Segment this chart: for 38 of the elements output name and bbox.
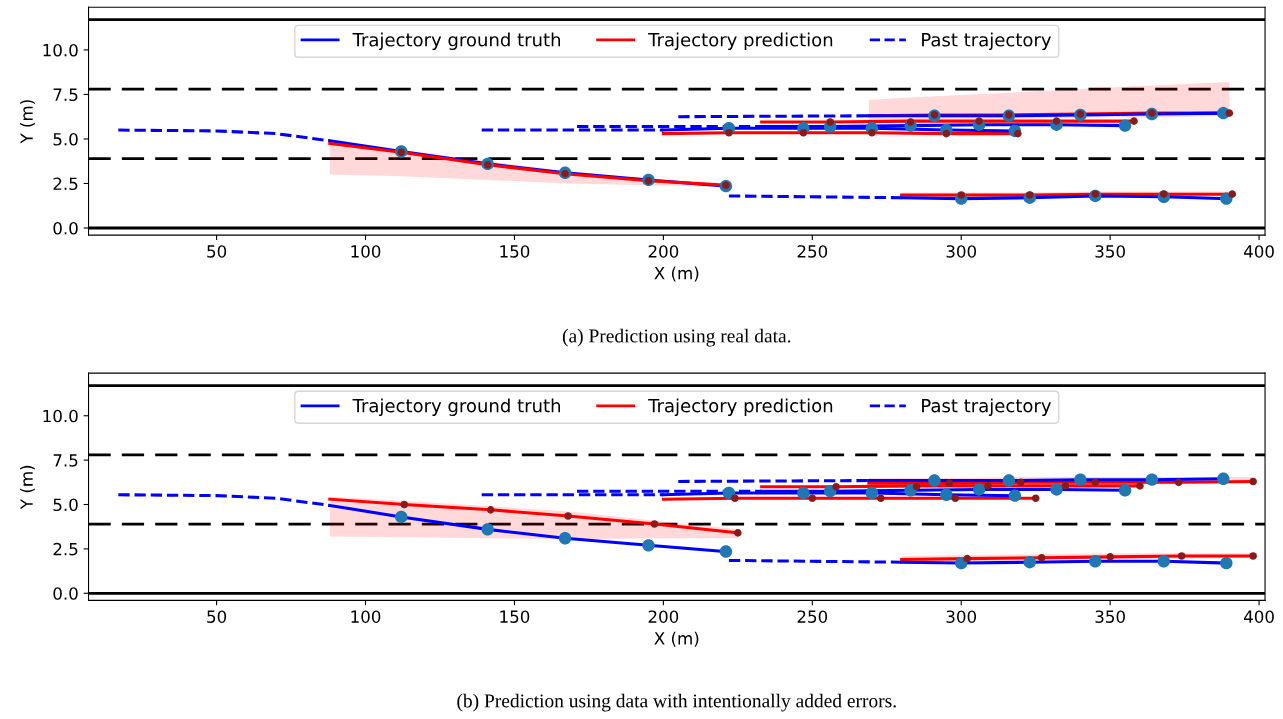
y-tick-label: 7.5: [53, 88, 78, 102]
y-tick-label: 10.0: [43, 409, 78, 423]
x-tick-label: 200: [648, 610, 679, 623]
y-tick-label: 5.0: [53, 132, 78, 146]
legend-label: Past trajectory: [922, 32, 1052, 51]
y-axis-title: Y (m): [20, 465, 35, 510]
x-tick-label: 200: [648, 245, 679, 258]
legend-label: Trajectory prediction: [648, 398, 833, 416]
x-tick-label: 100: [351, 610, 381, 623]
x-tick-label: 400: [1243, 245, 1274, 258]
x-tick-label: 250: [797, 610, 828, 623]
y-tick-label: 0.0: [53, 221, 78, 235]
x-axis-title: X (m): [654, 631, 699, 647]
x-tick-label: 50: [207, 610, 227, 623]
y-axis-title: Y (m): [20, 100, 35, 144]
y-tick-label: 2.5: [53, 542, 78, 556]
legend-label: Past trajectory: [922, 398, 1052, 416]
x-tick-label: 100: [351, 245, 381, 258]
text: (a) Prediction using real data.: [562, 328, 791, 347]
y-tick-label: 7.5: [53, 454, 78, 467]
x-axis-title: X (m): [654, 266, 699, 282]
legend-label: Trajectory ground truth: [352, 398, 561, 416]
y-tick-label: 0.0: [53, 587, 78, 600]
x-tick-label: 400: [1243, 610, 1274, 623]
text: (b) Prediction using data with intentionally added errors.: [457, 693, 896, 712]
x-tick-label: 150: [500, 245, 530, 258]
x-tick-label: 50: [207, 245, 227, 258]
x-tick-label: 300: [946, 245, 977, 258]
y-tick-label: 2.5: [53, 177, 78, 191]
y-tick-label: 5.0: [53, 498, 78, 512]
legend-label: Trajectory prediction: [648, 32, 833, 51]
y-tick-label: 10.0: [43, 43, 78, 57]
x-tick-label: 300: [946, 610, 977, 623]
x-tick-label: 250: [797, 245, 828, 258]
legend-label: Trajectory ground truth: [352, 32, 561, 51]
x-tick-label: 150: [500, 610, 530, 623]
x-tick-label: 350: [1095, 610, 1125, 623]
x-tick-label: 350: [1095, 245, 1125, 258]
